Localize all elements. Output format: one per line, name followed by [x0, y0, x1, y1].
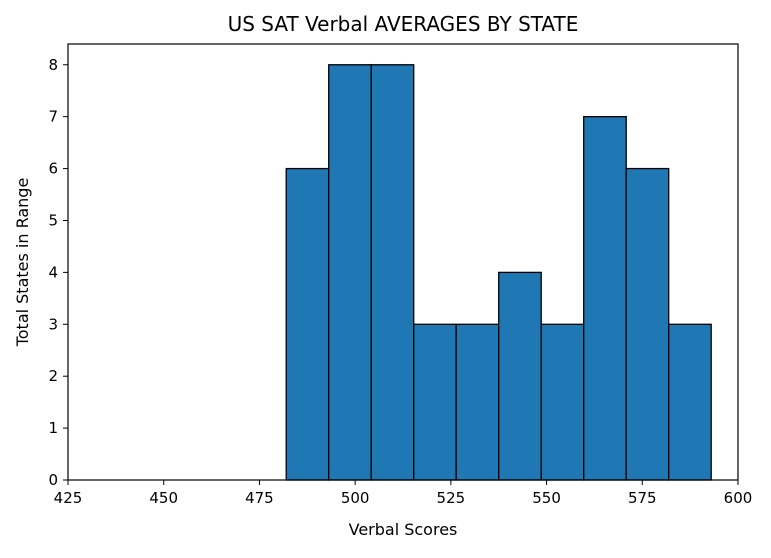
x-tick-label: 600: [724, 489, 753, 507]
histogram-bar: [413, 323, 457, 481]
histogram-bar: [285, 167, 330, 481]
y-tick-label: 7: [48, 108, 58, 126]
x-tick-label: 500: [341, 489, 370, 507]
histogram-bar: [328, 64, 372, 481]
chart-title: US SAT Verbal AVERAGES BY STATE: [228, 12, 579, 36]
x-tick-label: 425: [54, 489, 83, 507]
y-axis-label: Total States in Range: [13, 178, 32, 348]
histogram-bar: [455, 323, 500, 481]
x-axis-label: Verbal Scores: [349, 520, 458, 539]
x-tick-label: 475: [245, 489, 274, 507]
y-axis-ticks: 0 1 2 3 4 5 6 7 8: [48, 56, 68, 489]
histogram-bar: [498, 271, 542, 481]
histogram-bar: [625, 167, 670, 481]
bars-layer: [285, 64, 712, 481]
plot-frame: [67, 43, 739, 481]
y-tick-label: 8: [48, 56, 58, 74]
y-tick-label: 6: [48, 160, 58, 178]
y-tick-label: 4: [48, 263, 58, 281]
y-tick-label: 2: [48, 367, 58, 385]
x-tick-label: 450: [149, 489, 178, 507]
histogram-bar: [370, 64, 415, 481]
x-tick-label: 575: [628, 489, 657, 507]
x-tick-label: 525: [437, 489, 466, 507]
histogram-bar: [668, 323, 712, 481]
histogram-bar: [583, 116, 627, 481]
histogram-bar: [540, 323, 585, 481]
x-tick-label: 550: [532, 489, 561, 507]
y-tick-label: 5: [48, 211, 58, 229]
y-tick-label: 1: [48, 419, 58, 437]
y-tick-label: 3: [48, 315, 58, 333]
x-axis-ticks: 425 450 475 500 525 550 575 600: [54, 480, 753, 507]
y-tick-label: 0: [48, 471, 58, 489]
